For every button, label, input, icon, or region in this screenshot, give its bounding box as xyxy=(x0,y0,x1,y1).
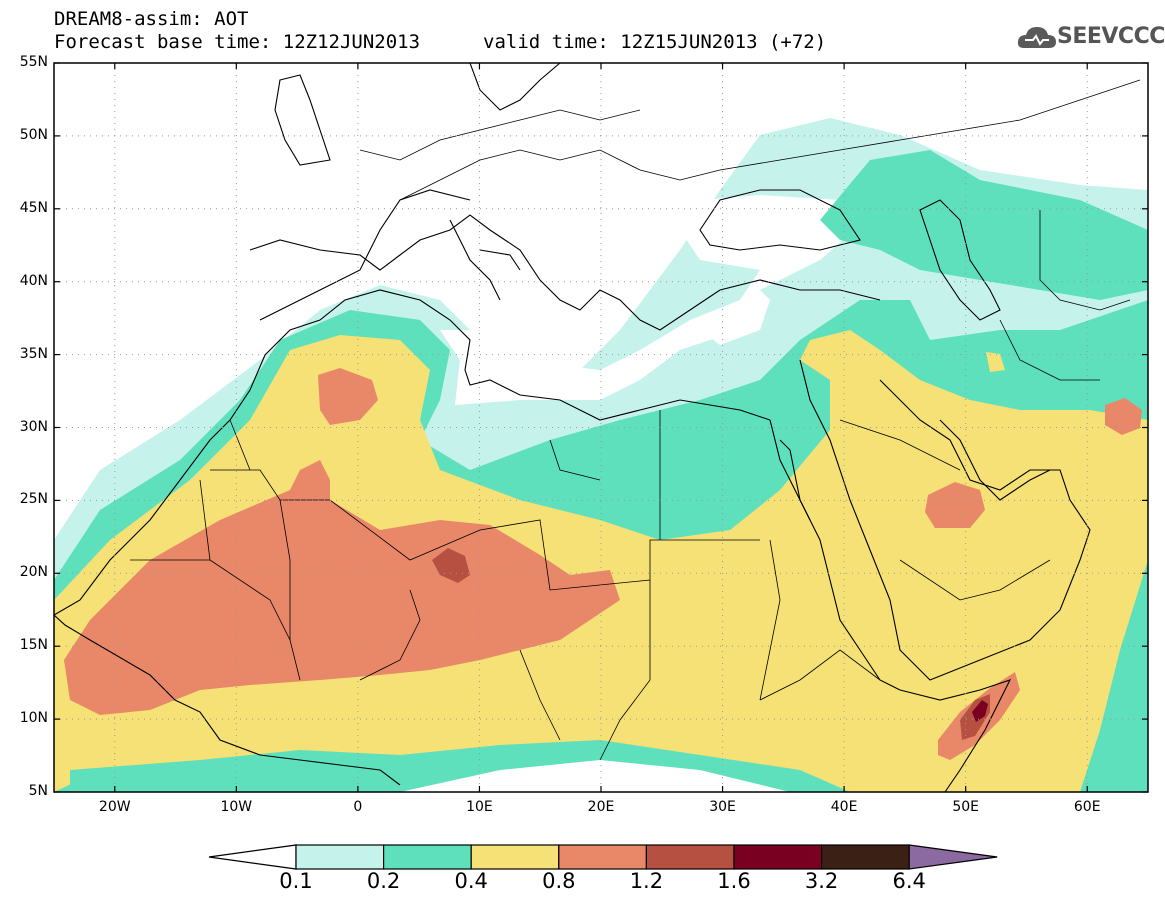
colorbar-level-label: 0.2 xyxy=(366,869,401,893)
colorbar xyxy=(208,844,998,870)
colorbar-swatch xyxy=(558,844,647,870)
colorbar-level-label: 0.4 xyxy=(454,869,488,893)
lat-label: 25N xyxy=(19,491,48,508)
colorbar-swatch xyxy=(383,844,472,870)
colorbar-swatch xyxy=(470,844,560,870)
lat-label: 15N xyxy=(19,637,48,654)
logo-text: SEEVCCC xyxy=(1057,24,1165,49)
lat-label: 50N xyxy=(19,126,48,143)
coastlines xyxy=(54,63,1141,792)
lon-label: 10W xyxy=(220,799,253,815)
lat-label: 30N xyxy=(19,418,48,435)
colorbar-level-label: 3.2 xyxy=(804,869,839,893)
colorbar-swatch xyxy=(820,844,910,870)
lat-label: 55N xyxy=(19,54,48,70)
lon-label: 40E xyxy=(830,799,858,815)
colorbar-swatch xyxy=(645,844,735,870)
colorbar-level-label: 6.4 xyxy=(892,869,926,893)
colorbar-level-label: 1.2 xyxy=(629,869,664,893)
colorbar-level-label: 0.1 xyxy=(279,869,313,893)
lon-label: 10E xyxy=(466,799,493,815)
lat-label: 20N xyxy=(19,564,48,581)
colorbar-swatch xyxy=(733,844,823,870)
lat-label: 45N xyxy=(19,199,48,216)
lon-label: 50E xyxy=(952,799,979,815)
lon-label: 60E xyxy=(1073,799,1101,815)
lon-label: 20W xyxy=(98,799,131,815)
lat-label: 35N xyxy=(19,345,48,362)
aot-field xyxy=(54,63,1148,792)
lat-label: 40N xyxy=(19,272,48,289)
seevccc-logo xyxy=(1016,20,1156,60)
lon-label: 30E xyxy=(709,799,736,815)
colorbar-over-arrow xyxy=(908,844,998,870)
map-title: DREAM8-assim: AOT xyxy=(54,8,249,30)
colorbar-swatch xyxy=(295,844,385,870)
lat-label: 5N xyxy=(28,783,48,799)
lat-label: 10N xyxy=(19,710,48,727)
map-gridlines xyxy=(54,63,1148,792)
colorbar-level-label: 0.8 xyxy=(542,869,576,893)
lon-label: 0 xyxy=(353,799,363,815)
base-time-label: Forecast base time: 12Z12JUN2013 xyxy=(54,31,421,53)
axis-ticks xyxy=(54,62,1148,793)
lon-label: 20E xyxy=(587,799,615,815)
colorbar-level-label: 1.6 xyxy=(717,869,751,893)
valid-time-label: valid time: 12Z15JUN2013 (+72) xyxy=(483,31,827,53)
colorbar-under-arrow xyxy=(208,844,297,870)
cloud-icon xyxy=(1017,27,1056,48)
